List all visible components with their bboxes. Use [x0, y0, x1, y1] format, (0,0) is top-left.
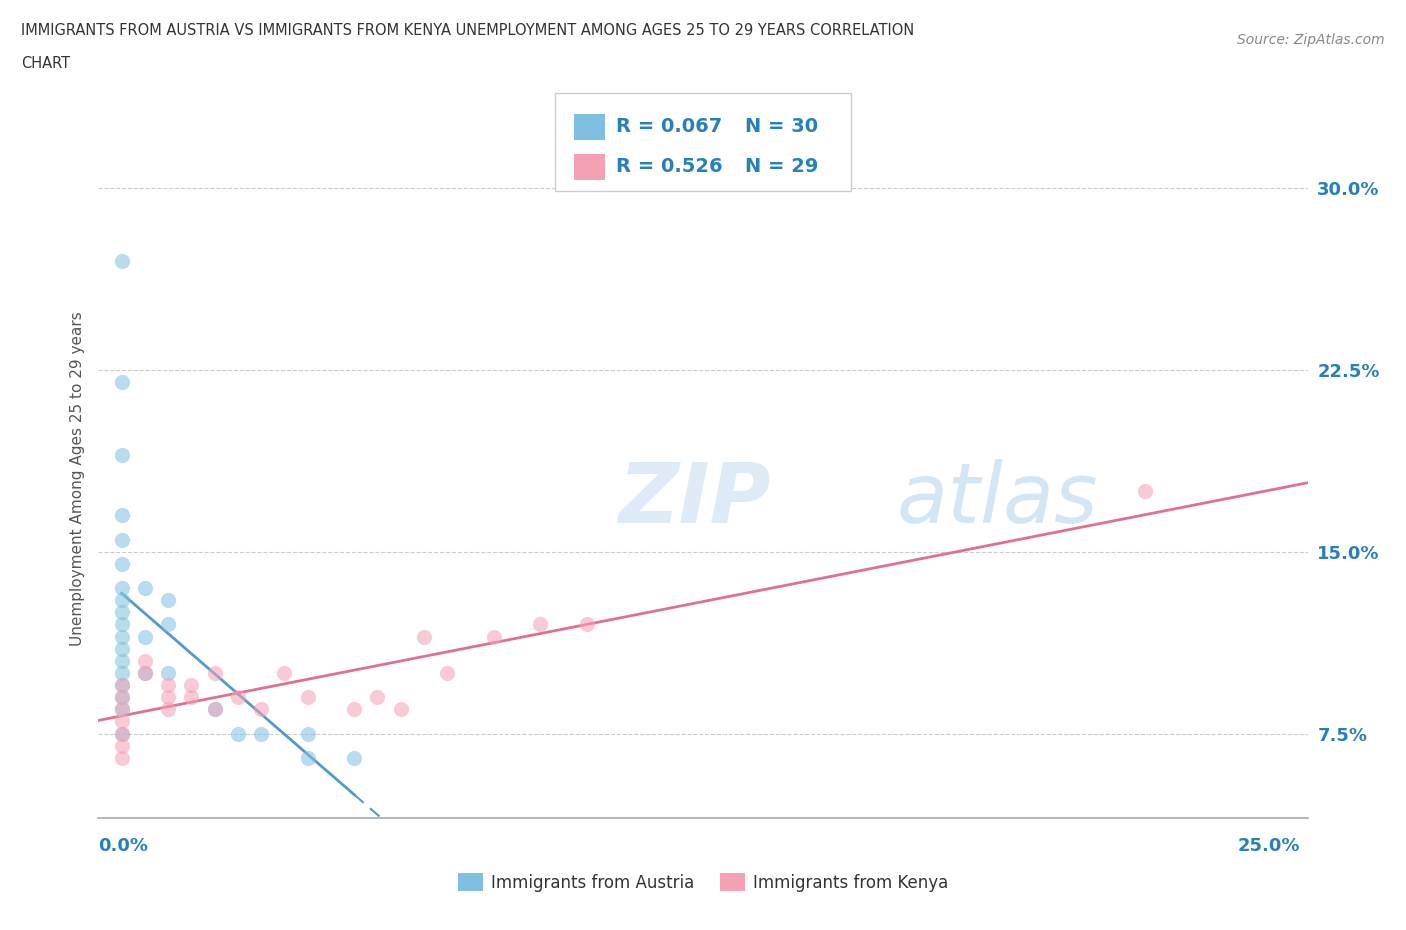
Point	[297, 726, 319, 741]
Text: CHART: CHART	[21, 56, 70, 71]
Point	[273, 666, 295, 681]
Text: R = 0.526: R = 0.526	[616, 157, 723, 176]
Text: IMMIGRANTS FROM AUSTRIA VS IMMIGRANTS FROM KENYA UNEMPLOYMENT AMONG AGES 25 TO 2: IMMIGRANTS FROM AUSTRIA VS IMMIGRANTS FR…	[21, 23, 914, 38]
Text: 0.0%: 0.0%	[98, 837, 149, 855]
Point	[413, 629, 436, 644]
Point	[250, 702, 273, 717]
Point	[157, 690, 180, 705]
Point	[180, 678, 202, 693]
Point	[297, 751, 319, 765]
Point	[134, 654, 156, 669]
Point	[111, 592, 134, 607]
Point	[111, 532, 134, 547]
Text: 25.0%: 25.0%	[1239, 837, 1301, 855]
Point	[111, 678, 134, 693]
Text: atlas: atlas	[897, 458, 1098, 539]
Point	[297, 690, 319, 705]
Point	[157, 666, 180, 681]
Point	[111, 702, 134, 717]
Point	[134, 580, 156, 595]
Point	[111, 447, 134, 462]
Point	[134, 666, 156, 681]
Point	[157, 702, 180, 717]
Point	[180, 690, 202, 705]
Legend: Immigrants from Austria, Immigrants from Kenya: Immigrants from Austria, Immigrants from…	[451, 867, 955, 898]
Point	[111, 617, 134, 631]
Point	[366, 690, 388, 705]
Point	[389, 702, 412, 717]
Point	[343, 751, 366, 765]
Y-axis label: Unemployment Among Ages 25 to 29 years: Unemployment Among Ages 25 to 29 years	[69, 312, 84, 646]
Point	[226, 726, 249, 741]
Point	[111, 604, 134, 619]
Point	[111, 666, 134, 681]
Point	[436, 666, 458, 681]
Point	[111, 508, 134, 523]
Point	[111, 556, 134, 571]
Point	[111, 714, 134, 729]
Text: N = 29: N = 29	[745, 157, 818, 176]
Point	[226, 690, 249, 705]
Text: N = 30: N = 30	[745, 117, 818, 137]
Point	[204, 702, 226, 717]
Point	[111, 375, 134, 390]
Point	[111, 642, 134, 657]
Point	[157, 617, 180, 631]
Text: Source: ZipAtlas.com: Source: ZipAtlas.com	[1237, 33, 1385, 46]
Point	[204, 702, 226, 717]
Point	[250, 726, 273, 741]
Text: R = 0.067: R = 0.067	[616, 117, 723, 137]
Point	[111, 690, 134, 705]
Point	[111, 690, 134, 705]
Point	[575, 617, 598, 631]
Point	[111, 253, 134, 268]
Point	[111, 702, 134, 717]
Point	[157, 678, 180, 693]
Point	[204, 666, 226, 681]
Point	[111, 738, 134, 753]
Point	[111, 751, 134, 765]
Point	[111, 678, 134, 693]
Point	[111, 580, 134, 595]
Point	[1133, 484, 1156, 498]
Point	[111, 629, 134, 644]
Point	[111, 654, 134, 669]
Point	[111, 726, 134, 741]
Point	[157, 592, 180, 607]
Point	[482, 629, 505, 644]
Point	[529, 617, 551, 631]
Point	[134, 629, 156, 644]
Point	[134, 666, 156, 681]
Point	[343, 702, 366, 717]
Point	[111, 726, 134, 741]
Text: ZIP: ZIP	[619, 458, 770, 539]
